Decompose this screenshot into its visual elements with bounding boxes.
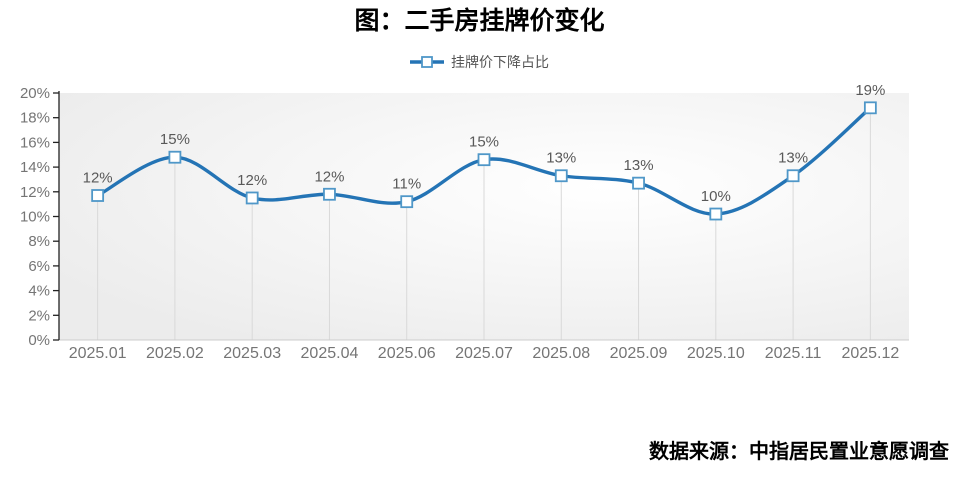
x-tick-label: 2025.03 <box>223 345 281 362</box>
y-tick-label: 16% <box>20 134 50 151</box>
data-point-label: 10% <box>701 188 731 205</box>
y-tick-label: 2% <box>28 307 50 324</box>
data-point-label: 12% <box>237 172 267 189</box>
y-tick-label: 0% <box>28 332 50 349</box>
x-tick-label: 2025.07 <box>455 345 513 362</box>
data-point-label: 12% <box>83 170 113 187</box>
y-tick-label: 18% <box>20 110 50 127</box>
data-point-marker[interactable] <box>709 207 723 221</box>
y-tick-label: 12% <box>20 184 50 201</box>
legend-label: 挂牌价下降占比 <box>451 54 549 70</box>
data-point-label: 12% <box>314 168 344 185</box>
y-tick-label: 8% <box>28 233 50 250</box>
data-point-marker[interactable] <box>245 191 259 205</box>
data-point-label: 19% <box>855 82 885 99</box>
x-tick-label: 2025.11 <box>765 345 822 362</box>
data-point-marker[interactable] <box>400 195 414 209</box>
data-point-label: 13% <box>546 150 576 167</box>
data-point-label: 15% <box>160 131 190 148</box>
x-tick-label: 2025.08 <box>532 345 590 362</box>
data-source-text: 数据来源：中指居民置业意愿调查 <box>649 441 949 463</box>
y-tick-label: 20% <box>20 85 50 102</box>
x-tick-label: 2025.02 <box>146 345 204 362</box>
x-tick-label: 2025.09 <box>610 345 668 362</box>
data-point-marker[interactable] <box>632 176 645 190</box>
line-chart: 0% 2% 4% 6% 8% 10% 12% 14% 16% 18% 20% 2025.01 2025… <box>20 82 909 362</box>
x-tick-label: 2025.01 <box>69 345 127 362</box>
x-tick-label: 2025.06 <box>378 345 436 362</box>
x-tick-label: 2025.04 <box>301 345 359 362</box>
data-point-label: 13% <box>778 150 808 167</box>
data-point-marker[interactable] <box>91 189 105 202</box>
data-point-marker[interactable] <box>477 153 491 167</box>
y-tick-label: 6% <box>28 258 50 275</box>
data-point-marker[interactable] <box>323 187 336 201</box>
x-tick-label: 2025.12 <box>841 345 899 362</box>
chart-title: 图：二手房挂牌价变化 <box>354 7 605 35</box>
data-point-marker[interactable] <box>786 169 800 183</box>
legend[interactable]: 挂牌价下降占比 <box>0 52 959 72</box>
y-tick-label: 14% <box>20 159 50 176</box>
data-point-marker[interactable] <box>168 150 182 164</box>
x-tick-label: 2025.10 <box>687 345 745 362</box>
data-point-marker[interactable] <box>554 169 568 183</box>
y-tick-label: 10% <box>20 209 50 226</box>
data-point-label: 11% <box>392 176 421 193</box>
legend-line-marker-icon <box>410 56 444 68</box>
data-point-label: 13% <box>624 157 654 174</box>
data-point-marker[interactable] <box>863 101 877 115</box>
data-point-label: 15% <box>469 134 499 151</box>
y-tick-label: 4% <box>28 283 50 300</box>
